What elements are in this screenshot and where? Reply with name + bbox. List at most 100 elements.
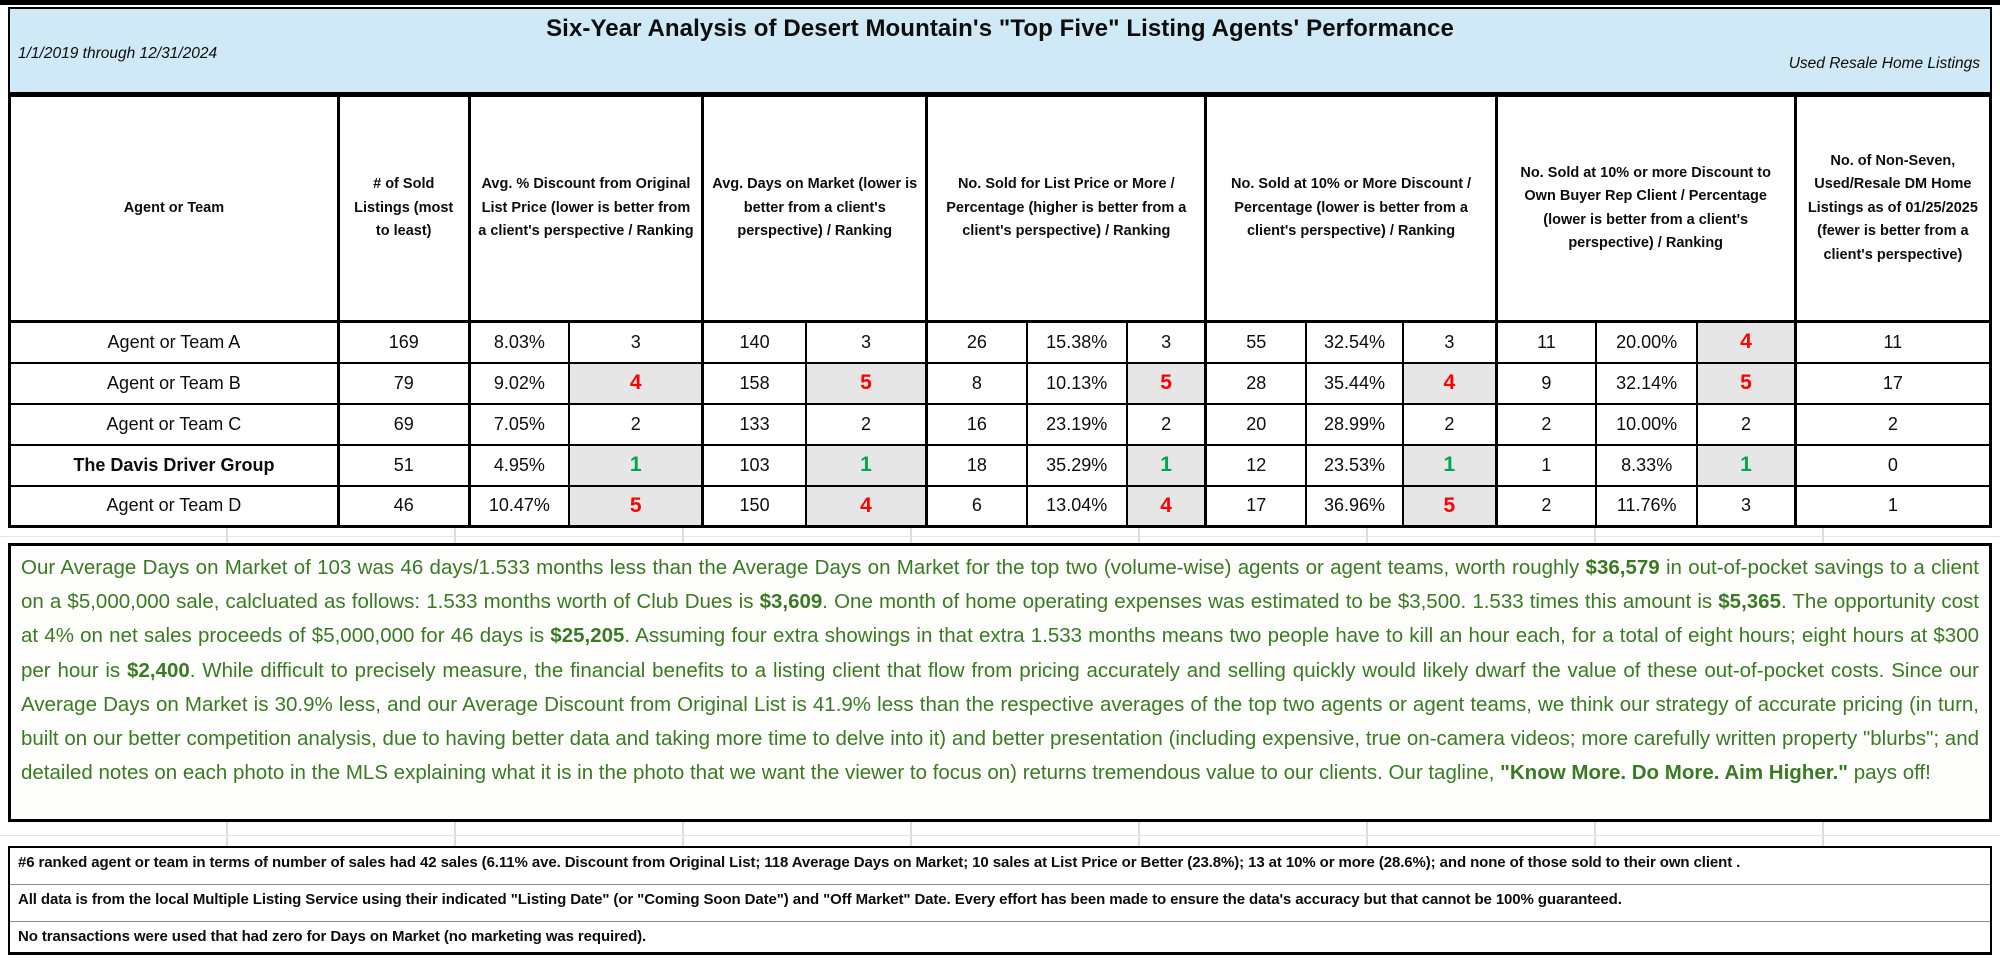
analysis-bold-text: $5,365	[1718, 590, 1781, 614]
discount10-count-cell: 28	[1204, 361, 1307, 405]
avg-discount-cell: 8.03%	[467, 320, 571, 364]
own-buyer-rank-cell: 5	[1696, 361, 1797, 405]
sold-listings-cell: 51	[336, 443, 471, 487]
avg-discount-rank-cell: 3	[568, 320, 704, 364]
agent-cell: Agent or Team B	[8, 361, 340, 405]
analysis-text: . One month of home operating expenses w…	[822, 590, 1719, 614]
list-price-rank-cell: 3	[1125, 320, 1207, 364]
avg-days-cell: 150	[701, 484, 807, 528]
list-price-pct-cell: 10.13%	[1025, 361, 1128, 405]
list-price-rank-cell: 4	[1125, 484, 1207, 528]
list-price-count-cell: 6	[925, 484, 1028, 528]
note-row: #6 ranked agent or team in terms of numb…	[18, 854, 1741, 871]
non-seven-cell: 1	[1793, 484, 1992, 528]
avg-days-cell: 140	[701, 320, 807, 364]
analysis-text: pays off!	[1848, 761, 1931, 785]
avg-discount-rank-cell: 5	[568, 484, 704, 528]
own-buyer-rank-cell: 1	[1696, 443, 1797, 487]
page-title: Six-Year Analysis of Desert Mountain's "…	[546, 15, 1454, 42]
discount10-rank-cell: 3	[1402, 320, 1498, 364]
notes-box: #6 ranked agent or team in terms of numb…	[8, 846, 1992, 955]
discount10-count-cell: 55	[1204, 320, 1307, 364]
discount10-count-cell: 20	[1204, 402, 1307, 446]
list-price-pct-cell: 35.29%	[1025, 443, 1128, 487]
own-buyer-count-cell: 9	[1494, 361, 1598, 405]
header-own-buyer: No. Sold at 10% or more Discount to Own …	[1494, 94, 1797, 323]
agent-cell: Agent or Team C	[8, 402, 340, 446]
own-buyer-pct-cell: 11.76%	[1595, 484, 1699, 528]
analysis-box: Our Average Days on Market of 103 was 46…	[8, 543, 1992, 822]
list-price-rank-cell: 2	[1125, 402, 1207, 446]
sold-listings-cell: 79	[336, 361, 471, 405]
table-body: Agent or Team A 169 8.03% 3 140 3 26 15.38% 3 55 3…	[8, 320, 1992, 528]
date-range-label: 1/1/2019 through 12/31/2024	[18, 45, 218, 62]
agent-cell: Agent or Team A	[8, 320, 340, 364]
header-agent: Agent or Team	[8, 94, 340, 323]
table-row: Agent or Team B 79 9.02% 4 158 5 8 10.13% 5 28 35.…	[8, 361, 1992, 405]
non-seven-cell: 0	[1793, 443, 1992, 487]
analysis-text: . While difficult to precisely measure, …	[21, 658, 1979, 785]
discount10-rank-cell: 1	[1402, 443, 1498, 487]
table-row: Agent or Team D 46 10.47% 5 150 4 6 13.04% 4 17 36…	[8, 484, 1992, 528]
discount10-pct-cell: 35.44%	[1304, 361, 1405, 405]
non-seven-cell: 2	[1793, 402, 1992, 446]
discount10-rank-cell: 4	[1402, 361, 1498, 405]
own-buyer-rank-cell: 2	[1696, 402, 1797, 446]
analysis-bold-text: $36,579	[1585, 556, 1660, 579]
analysis-text: Our Average Days on Market of 103 was 46…	[21, 556, 1586, 579]
own-buyer-rank-cell: 3	[1696, 484, 1797, 528]
own-buyer-pct-cell: 20.00%	[1595, 320, 1699, 364]
list-price-count-cell: 18	[925, 443, 1028, 487]
non-seven-cell: 17	[1793, 361, 1992, 405]
own-buyer-pct-cell: 10.00%	[1595, 402, 1699, 446]
non-seven-cell: 11	[1793, 320, 1992, 364]
own-buyer-count-cell: 2	[1494, 484, 1598, 528]
list-price-rank-cell: 1	[1125, 443, 1207, 487]
header-sold-listings: # of Sold Listings (most to least)	[336, 94, 471, 323]
table-row: Agent or Team C 69 7.05% 2 133 2 16 23.19% 2 20 28…	[8, 402, 1992, 446]
header-list-price-or-more: No. Sold for List Price or More / Percen…	[925, 94, 1207, 323]
discount10-rank-cell: 5	[1402, 484, 1498, 528]
own-buyer-pct-cell: 32.14%	[1595, 361, 1699, 405]
avg-days-cell: 158	[701, 361, 807, 405]
agent-cell: Agent or Team D	[8, 484, 340, 528]
own-buyer-count-cell: 1	[1494, 443, 1598, 487]
avg-days-rank-cell: 1	[804, 443, 928, 487]
list-price-count-cell: 8	[925, 361, 1028, 405]
listing-type-label: Used Resale Home Listings	[1788, 55, 1980, 72]
list-price-count-cell: 16	[925, 402, 1028, 446]
analysis-text: in out-of-pocket savings to a client on …	[21, 556, 1979, 614]
own-buyer-count-cell: 11	[1494, 320, 1598, 364]
header-avg-days: Avg. Days on Market (lower is better fro…	[701, 94, 928, 323]
sold-listings-cell: 46	[336, 484, 471, 528]
performance-table: Agent or Team # of Sold Listings (most t…	[8, 94, 1992, 528]
header-non-seven: No. of Non-Seven, Used/Resale DM Home Li…	[1793, 94, 1992, 323]
title-banner: Six-Year Analysis of Desert Mountain's "…	[8, 7, 1992, 94]
note-row: No transactions were used that had zero …	[10, 921, 1990, 952]
gridline-gap	[0, 528, 2000, 543]
discount10-count-cell: 12	[1204, 443, 1307, 487]
discount10-rank-cell: 2	[1402, 402, 1498, 446]
analysis-bold-text: "Know More. Do More. Aim Higher."	[1500, 761, 1848, 785]
header-discount-10: No. Sold at 10% or More Discount / Perce…	[1204, 94, 1498, 323]
avg-discount-cell: 7.05%	[467, 402, 571, 446]
header-avg-discount: Avg. % Discount from Original List Price…	[467, 94, 704, 323]
list-price-pct-cell: 23.19%	[1025, 402, 1128, 446]
list-price-pct-cell: 15.38%	[1025, 320, 1128, 364]
gridline-gap	[0, 822, 2000, 846]
sold-listings-cell: 69	[336, 402, 471, 446]
avg-discount-rank-cell: 1	[568, 443, 704, 487]
discount10-pct-cell: 23.53%	[1304, 443, 1405, 487]
analysis-text: . Assuming four extra showings in that e…	[21, 624, 1979, 682]
header-row: Agent or Team # of Sold Listings (most t…	[8, 94, 1992, 323]
avg-days-rank-cell: 2	[804, 402, 928, 446]
avg-discount-rank-cell: 2	[568, 402, 704, 446]
discount10-pct-cell: 28.99%	[1304, 402, 1405, 446]
avg-days-rank-cell: 4	[804, 484, 928, 528]
analysis-bold-text: $25,205	[550, 624, 625, 648]
table-row: Agent or Team A 169 8.03% 3 140 3 26 15.38% 3 55 3…	[8, 320, 1992, 364]
analysis-bold-text: $3,609	[759, 590, 823, 614]
avg-days-cell: 103	[701, 443, 807, 487]
avg-discount-cell: 4.95%	[467, 443, 571, 487]
